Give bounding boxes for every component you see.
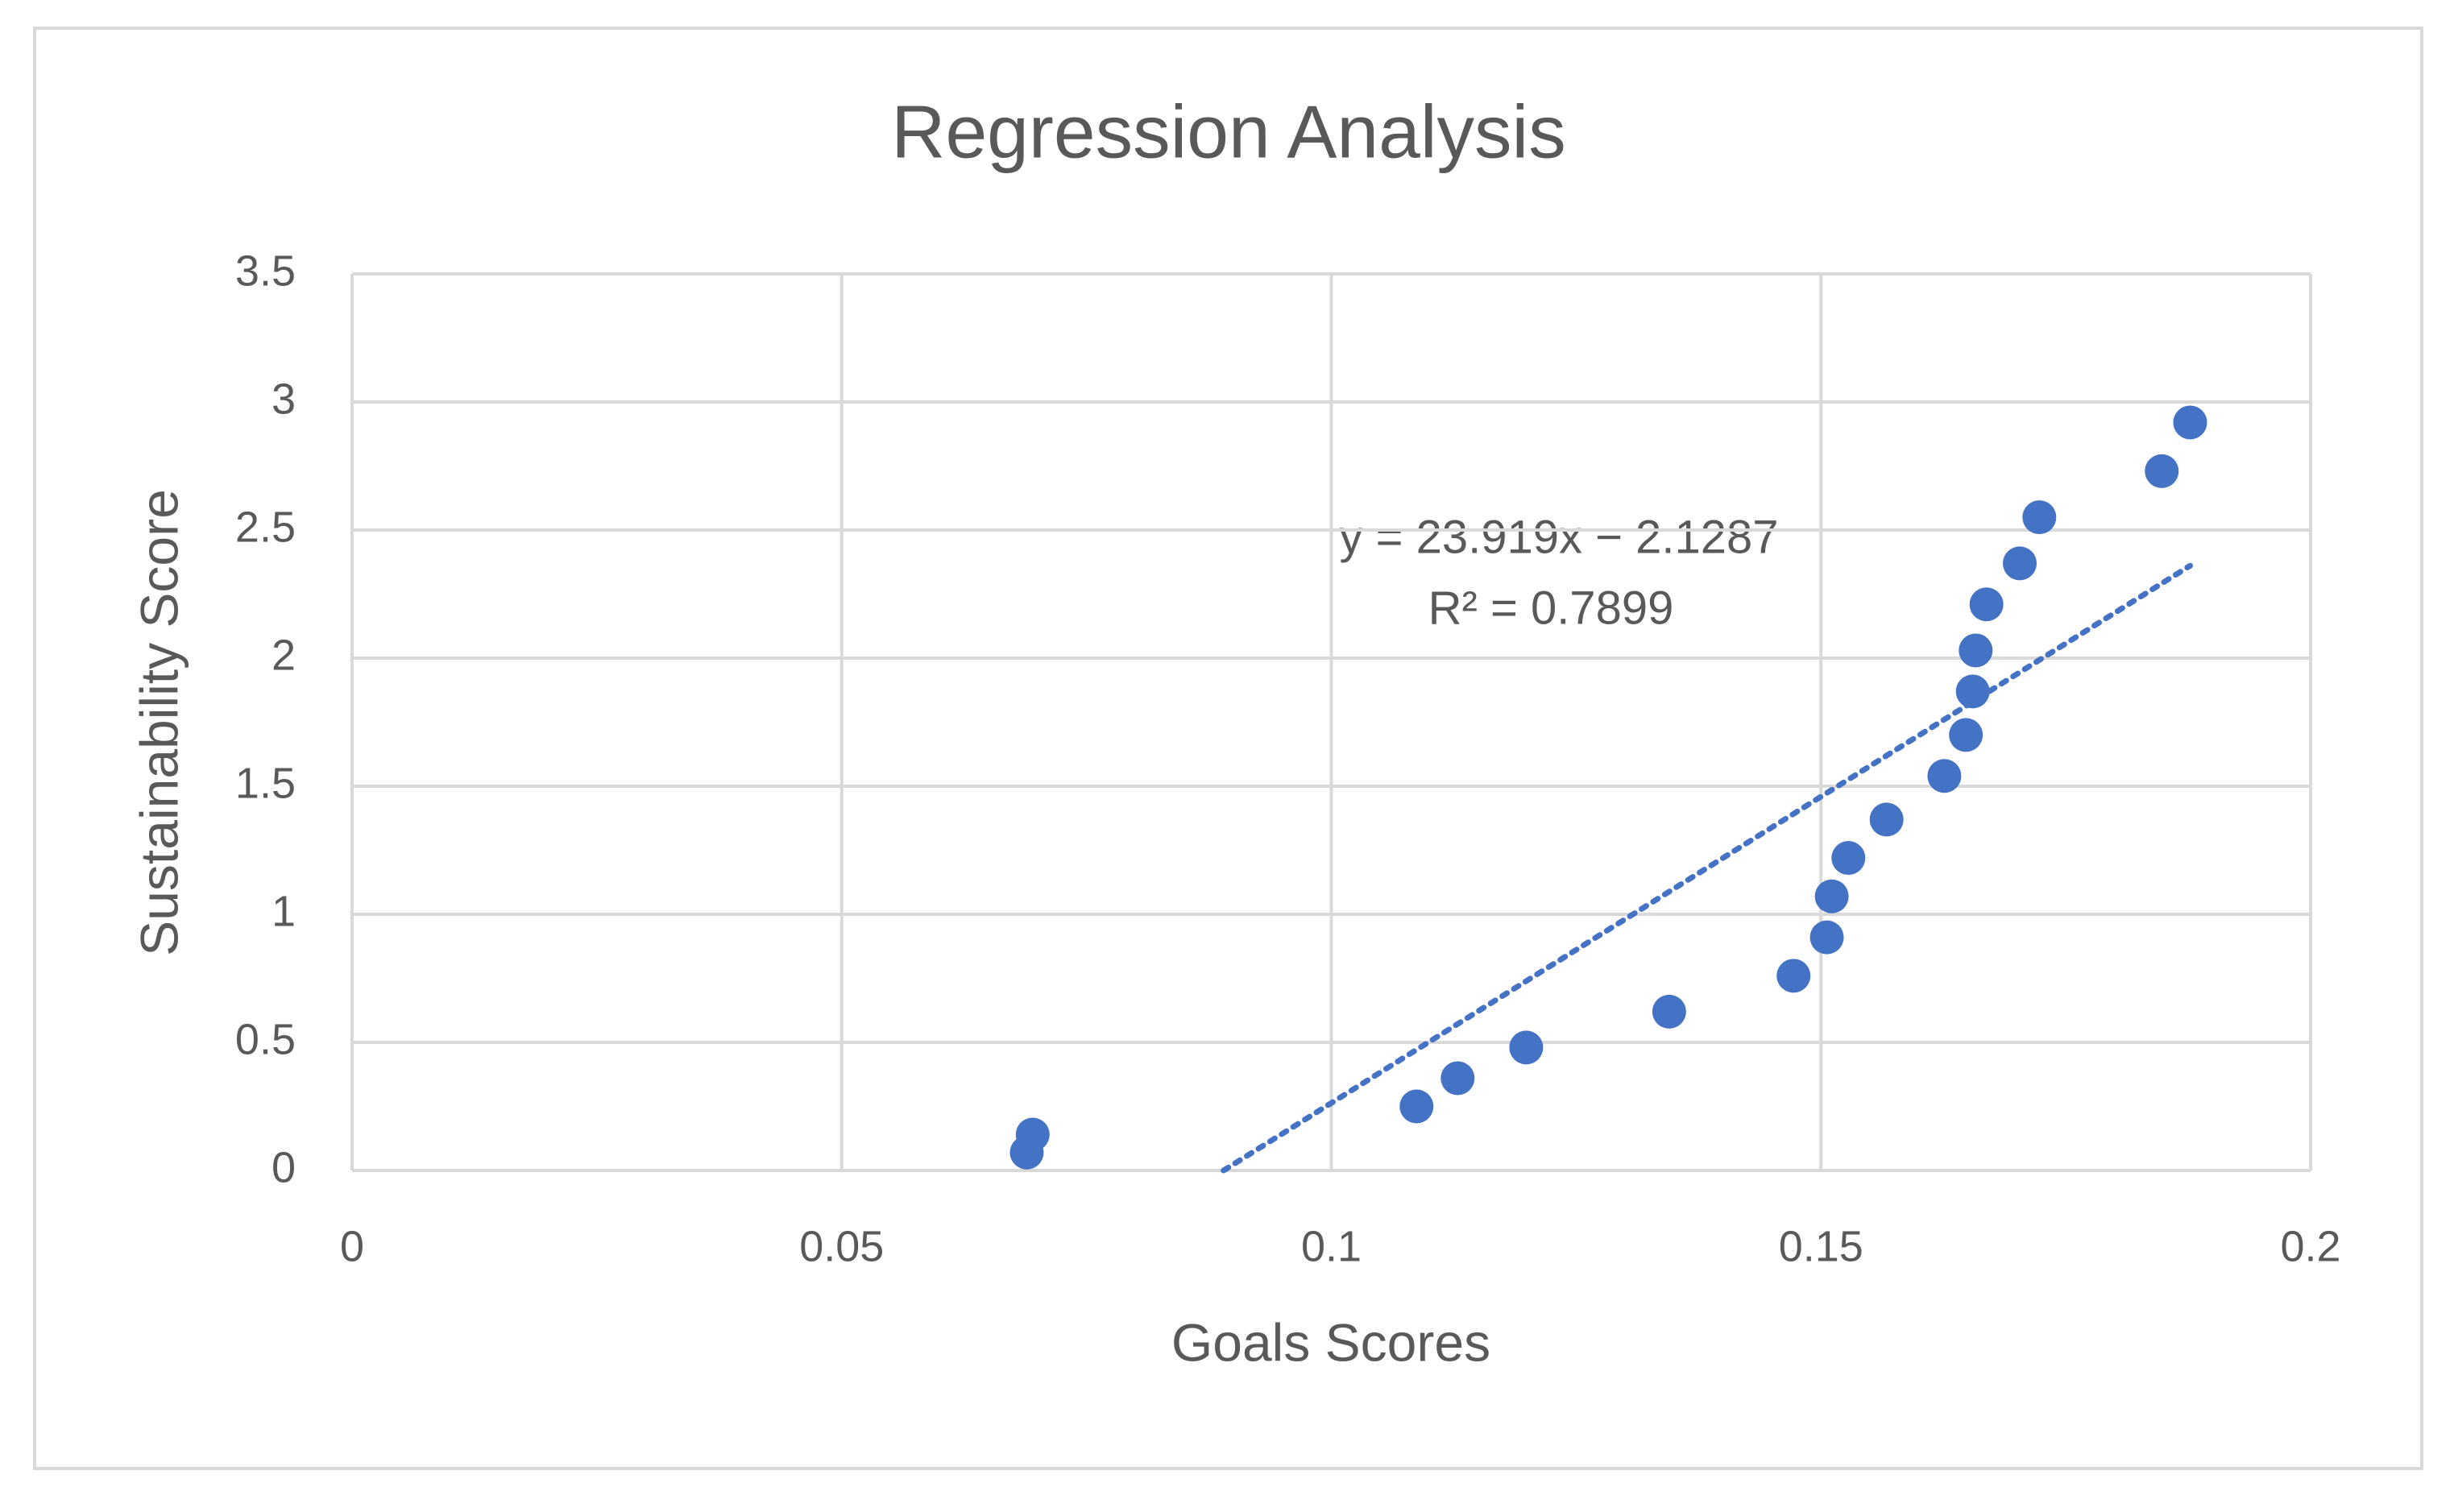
y-tick-label: 3 xyxy=(272,375,296,423)
y-tick-label: 2.5 xyxy=(235,503,296,551)
point xyxy=(2022,500,2057,535)
y-tick-label: 3.5 xyxy=(235,246,296,295)
point xyxy=(2145,454,2179,488)
point xyxy=(1509,1030,1544,1065)
x-axis-title: Goals Scores xyxy=(1171,1312,1490,1372)
y-tick-label: 1.5 xyxy=(235,759,296,807)
point xyxy=(2002,546,2037,581)
x-tick-label: 0.05 xyxy=(799,1222,884,1270)
point xyxy=(1399,1089,1434,1124)
point xyxy=(1652,994,1686,1029)
point xyxy=(2173,405,2207,440)
y-tick-label: 2 xyxy=(272,631,296,679)
point xyxy=(1776,959,1811,993)
x-tick-label: 0.2 xyxy=(2280,1222,2340,1270)
point xyxy=(1814,879,1849,913)
point xyxy=(1009,1135,1044,1170)
trendline xyxy=(1221,562,2193,1174)
chart-title: Regression Analysis xyxy=(891,90,1565,174)
point xyxy=(1440,1061,1475,1096)
trendline-equation: y = 23.919x − 2.1287 xyxy=(1340,511,1779,563)
y-tick-label: 0.5 xyxy=(235,1015,296,1063)
x-tick-label: 0.15 xyxy=(1779,1222,1863,1270)
point xyxy=(1927,759,1962,793)
point xyxy=(1831,841,1866,876)
point xyxy=(1809,920,1844,955)
trendline-r-squared: R² = 0.7899 xyxy=(1428,582,1674,634)
point xyxy=(1955,674,1990,709)
x-tick-label: 0.1 xyxy=(1301,1222,1362,1270)
point xyxy=(1869,802,1904,837)
y-tick-label: 0 xyxy=(272,1143,296,1191)
y-tick-label: 1 xyxy=(272,887,296,935)
y-axis-title: Sustainability Score xyxy=(129,489,189,956)
x-tick-label: 0 xyxy=(340,1222,364,1270)
point xyxy=(1949,718,1984,752)
chart-border xyxy=(33,27,2423,1470)
point xyxy=(1959,633,1993,668)
point xyxy=(1969,587,2004,622)
